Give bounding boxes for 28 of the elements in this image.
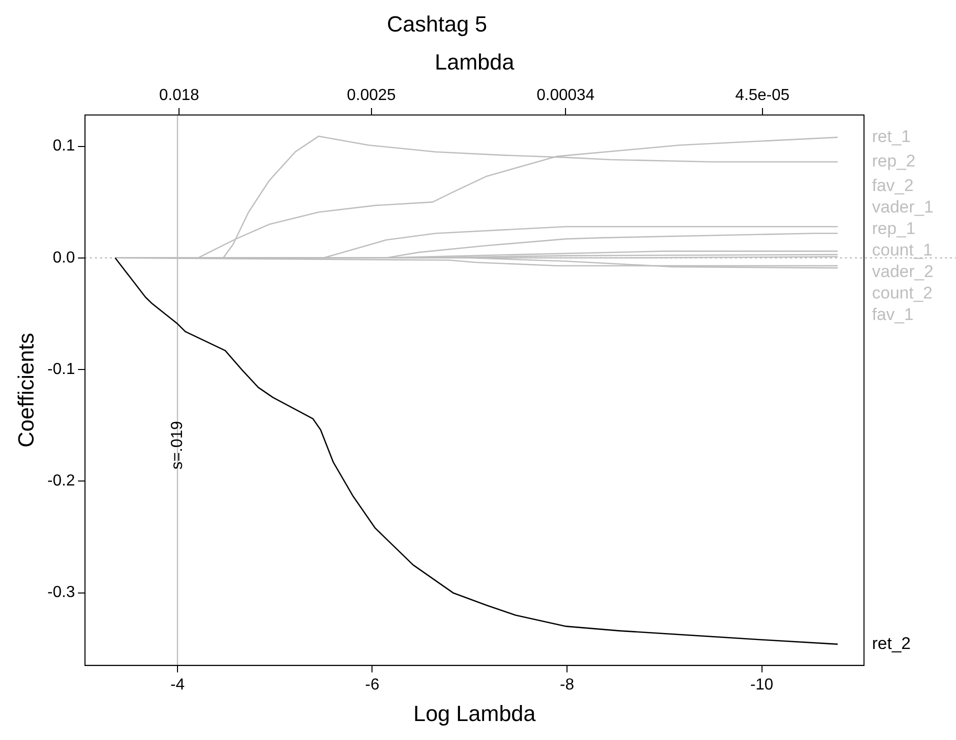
chart-title: Cashtag 5 bbox=[386, 11, 488, 36]
y-tick-label: -0.3 bbox=[47, 584, 76, 602]
x-tick-label: -4 bbox=[170, 676, 185, 694]
x-tick-label: -10 bbox=[750, 676, 774, 694]
text: fav_1 bbox=[872, 305, 914, 324]
x2-tick-label: 0.00034 bbox=[536, 86, 595, 104]
text: ret_1 bbox=[872, 127, 911, 146]
text: count_2 bbox=[872, 284, 932, 303]
x2-tick-label: 0.018 bbox=[159, 86, 200, 104]
x-axis-title: Log Lambda bbox=[413, 700, 536, 726]
ref-line-label: s=.019 bbox=[168, 420, 186, 470]
x-tick-label: -6 bbox=[365, 676, 380, 694]
y-tick-label: 0.0 bbox=[52, 249, 76, 266]
y-tick-label: 0.1 bbox=[52, 138, 76, 155]
x-tick-label: -8 bbox=[560, 676, 574, 694]
x2-tick-label: 0.0025 bbox=[346, 86, 396, 104]
text: vader_1 bbox=[872, 198, 934, 217]
y-axis-title: Coefficients bbox=[13, 332, 38, 448]
y-tick-label: -0.1 bbox=[47, 360, 76, 378]
text: count_1 bbox=[872, 240, 932, 260]
text: fav_2 bbox=[872, 176, 914, 196]
text: ret_2 bbox=[872, 634, 911, 653]
x2-tick-label: 4.5e-05 bbox=[735, 86, 790, 104]
text: vader_2 bbox=[872, 262, 934, 282]
y-tick-label: -0.2 bbox=[47, 472, 76, 490]
text: rep_1 bbox=[872, 219, 916, 238]
x2-axis-title: Lambda bbox=[434, 50, 515, 75]
text: rep_2 bbox=[872, 152, 916, 171]
